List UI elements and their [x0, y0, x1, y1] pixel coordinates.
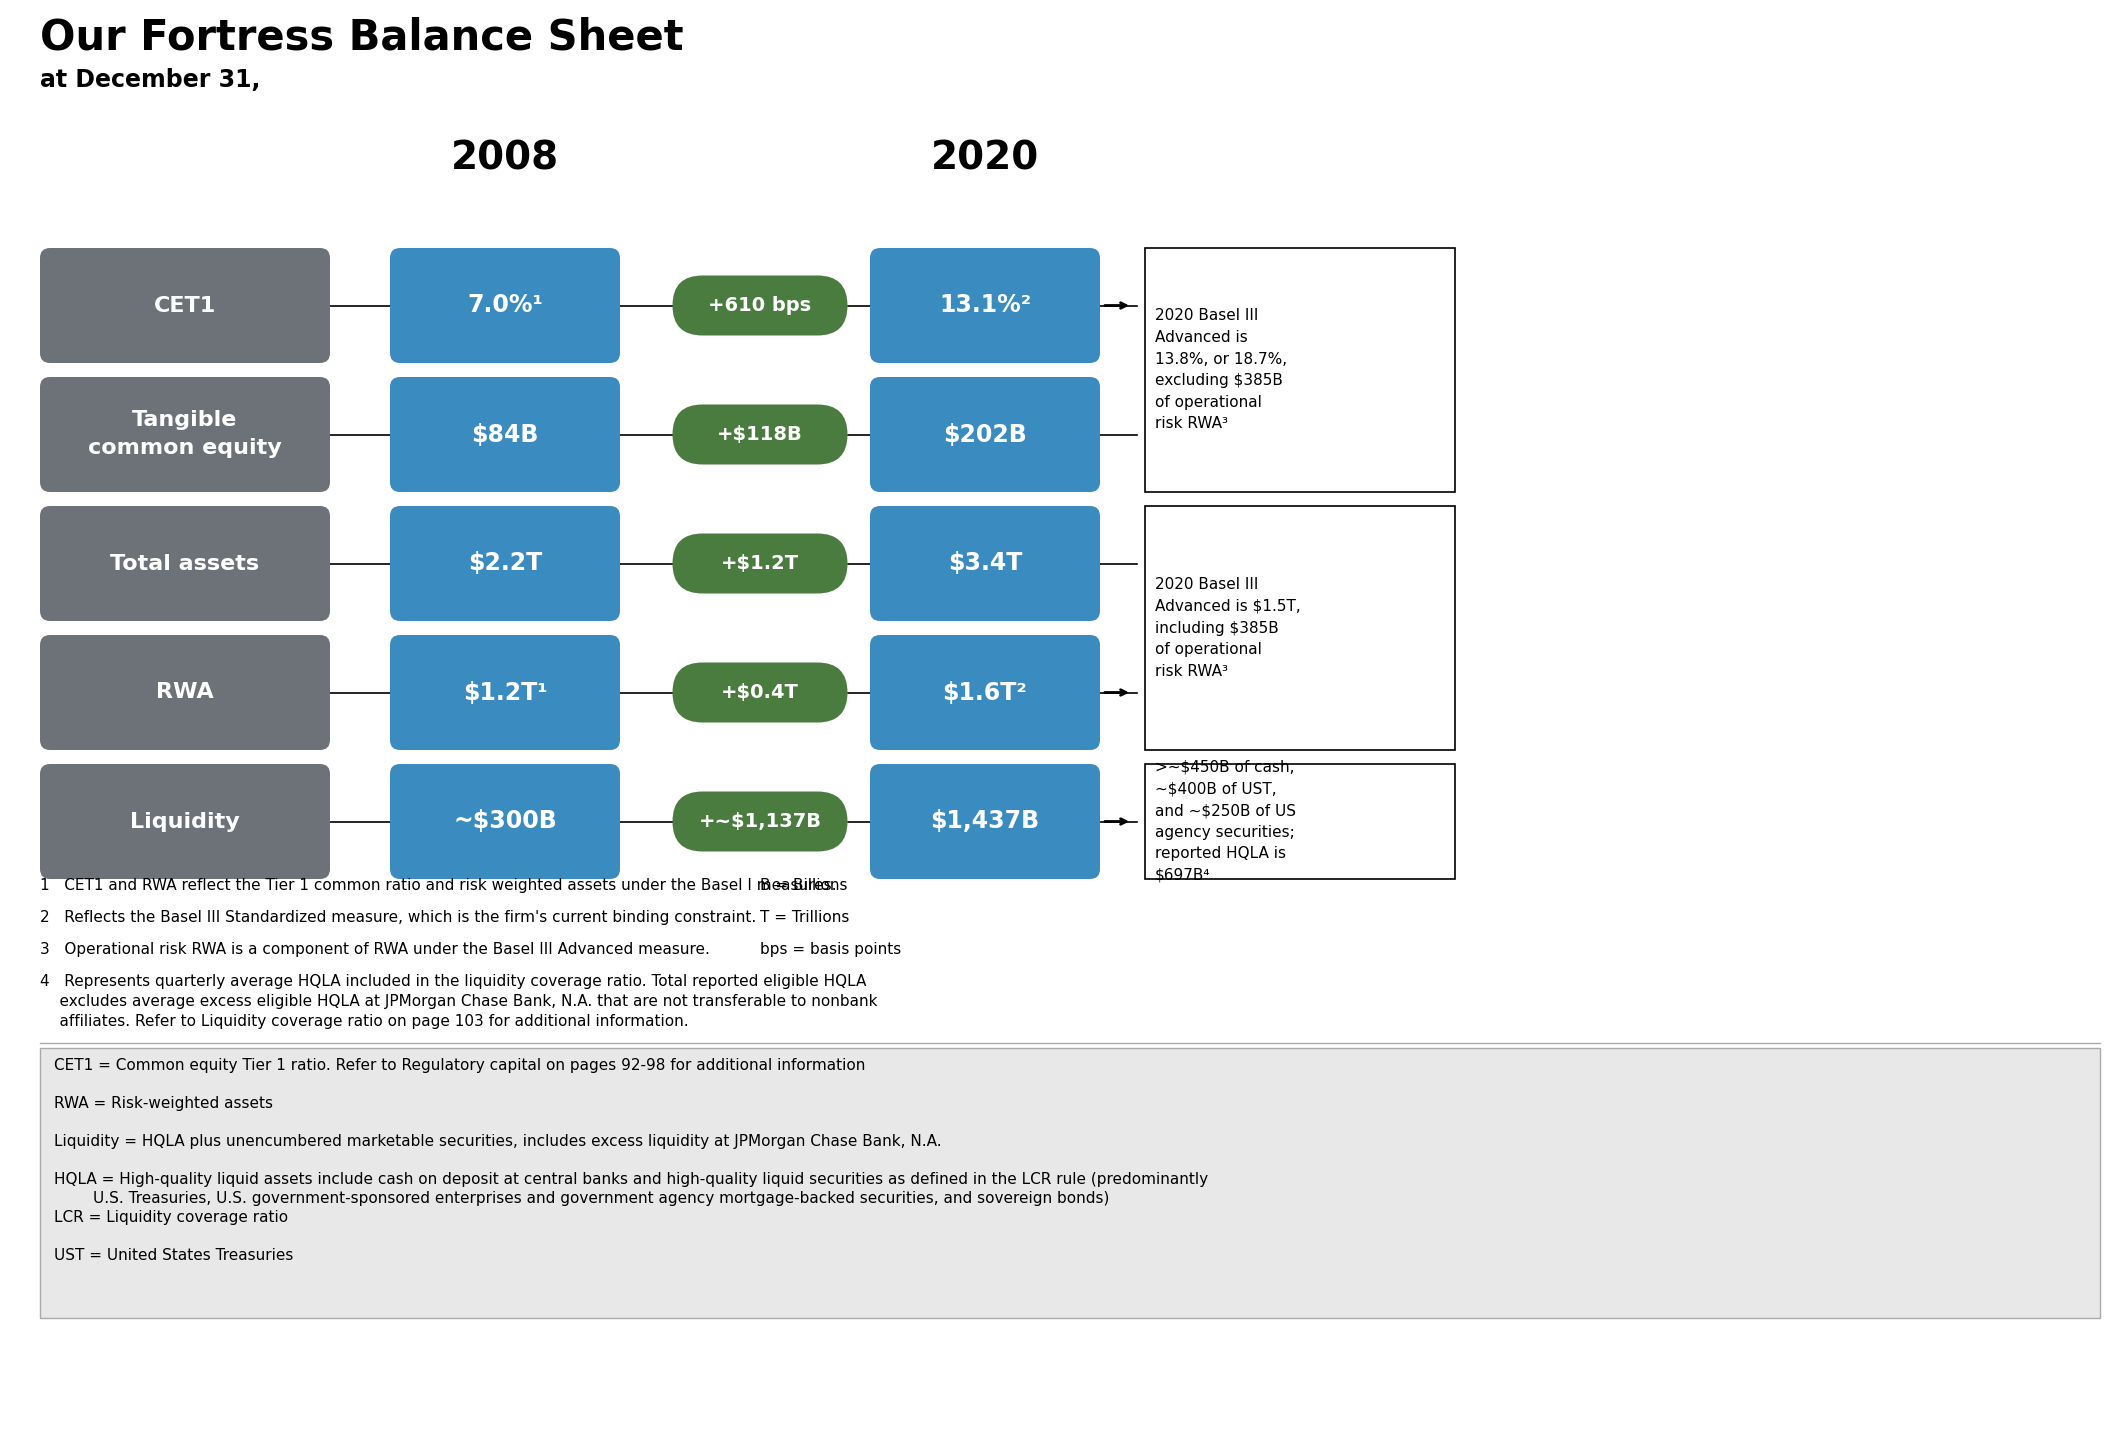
FancyBboxPatch shape	[672, 276, 848, 335]
FancyBboxPatch shape	[1146, 506, 1454, 751]
FancyBboxPatch shape	[870, 247, 1099, 362]
Text: ~$300B: ~$300B	[453, 810, 557, 834]
FancyBboxPatch shape	[870, 506, 1099, 621]
FancyBboxPatch shape	[389, 377, 621, 492]
Text: +~$1,137B: +~$1,137B	[699, 812, 821, 831]
FancyBboxPatch shape	[870, 764, 1099, 879]
FancyBboxPatch shape	[40, 1048, 2100, 1319]
FancyBboxPatch shape	[40, 247, 330, 362]
FancyBboxPatch shape	[389, 636, 621, 751]
Text: +$1.2T: +$1.2T	[721, 554, 799, 572]
FancyBboxPatch shape	[389, 506, 621, 621]
FancyBboxPatch shape	[389, 764, 621, 879]
FancyBboxPatch shape	[40, 506, 330, 621]
FancyBboxPatch shape	[40, 377, 330, 492]
Text: LCR = Liquidity coverage ratio: LCR = Liquidity coverage ratio	[53, 1209, 289, 1225]
Text: 2   Reflects the Basel III Standardized measure, which is the firm's current bin: 2 Reflects the Basel III Standardized me…	[40, 910, 757, 925]
Text: 1   CET1 and RWA reflect the Tier 1 common ratio and risk weighted assets under : 1 CET1 and RWA reflect the Tier 1 common…	[40, 879, 836, 893]
Text: 4   Represents quarterly average HQLA included in the liquidity coverage ratio. : 4 Represents quarterly average HQLA incl…	[40, 974, 878, 1028]
FancyBboxPatch shape	[672, 404, 848, 464]
Text: Tangible
common equity: Tangible common equity	[87, 410, 283, 459]
Text: 7.0%¹: 7.0%¹	[468, 293, 542, 318]
Text: +$0.4T: +$0.4T	[721, 683, 799, 702]
Text: Liquidity: Liquidity	[130, 811, 240, 831]
Text: $1,437B: $1,437B	[931, 810, 1040, 834]
FancyBboxPatch shape	[672, 663, 848, 722]
Text: CET1: CET1	[153, 295, 217, 315]
FancyBboxPatch shape	[672, 791, 848, 851]
Text: $84B: $84B	[472, 423, 538, 447]
Text: Our Fortress Balance Sheet: Our Fortress Balance Sheet	[40, 17, 685, 59]
Text: Liquidity = HQLA plus unencumbered marketable securities, includes excess liquid: Liquidity = HQLA plus unencumbered marke…	[53, 1135, 942, 1149]
Text: $1.2T¹: $1.2T¹	[463, 680, 546, 705]
Text: +610 bps: +610 bps	[708, 296, 812, 315]
Text: >~$450B of cash,
~$400B of UST,
and ~$250B of US
agency securities;
reported HQL: >~$450B of cash, ~$400B of UST, and ~$25…	[1154, 761, 1297, 883]
FancyBboxPatch shape	[40, 636, 330, 751]
Text: $2.2T: $2.2T	[468, 552, 542, 575]
FancyBboxPatch shape	[1146, 764, 1454, 879]
Text: T = Trillions: T = Trillions	[759, 910, 850, 925]
FancyBboxPatch shape	[389, 247, 621, 362]
Text: 2008: 2008	[451, 139, 559, 177]
FancyBboxPatch shape	[40, 764, 330, 879]
FancyBboxPatch shape	[870, 636, 1099, 751]
Text: 2020 Basel III
Advanced is
13.8%, or 18.7%,
excluding $385B
of operational
risk : 2020 Basel III Advanced is 13.8%, or 18.…	[1154, 309, 1286, 431]
Text: 2020: 2020	[931, 139, 1040, 177]
Text: +$118B: +$118B	[716, 426, 804, 444]
Text: CET1 = Common equity Tier 1 ratio. Refer to Regulatory capital on pages 92-98 fo: CET1 = Common equity Tier 1 ratio. Refer…	[53, 1058, 865, 1073]
Text: at December 31,: at December 31,	[40, 68, 259, 92]
Text: $202B: $202B	[944, 423, 1027, 447]
Text: RWA = Risk-weighted assets: RWA = Risk-weighted assets	[53, 1096, 272, 1112]
Text: B = Billions: B = Billions	[759, 879, 848, 893]
FancyBboxPatch shape	[1146, 247, 1454, 492]
Text: 3   Operational risk RWA is a component of RWA under the Basel III Advanced meas: 3 Operational risk RWA is a component of…	[40, 942, 710, 958]
Text: bps = basis points: bps = basis points	[759, 942, 901, 958]
Text: 13.1%²: 13.1%²	[940, 293, 1031, 318]
Text: 2020 Basel III
Advanced is $1.5T,
including $385B
of operational
risk RWA³: 2020 Basel III Advanced is $1.5T, includ…	[1154, 577, 1301, 679]
FancyBboxPatch shape	[672, 533, 848, 594]
Text: UST = United States Treasuries: UST = United States Treasuries	[53, 1248, 293, 1263]
Text: $3.4T: $3.4T	[948, 552, 1023, 575]
Text: RWA: RWA	[155, 683, 215, 703]
FancyBboxPatch shape	[870, 377, 1099, 492]
Text: Total assets: Total assets	[111, 554, 259, 574]
Text: HQLA = High-quality liquid assets include cash on deposit at central banks and h: HQLA = High-quality liquid assets includ…	[53, 1172, 1208, 1205]
Text: $1.6T²: $1.6T²	[942, 680, 1027, 705]
